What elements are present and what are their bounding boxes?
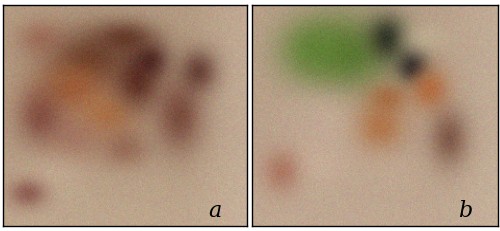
Text: b: b (458, 200, 472, 222)
Text: a: a (208, 200, 222, 222)
